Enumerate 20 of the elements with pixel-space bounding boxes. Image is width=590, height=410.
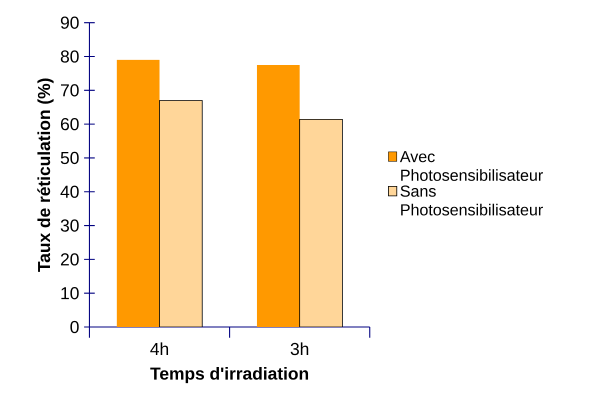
y-tick-label: 90 [60, 16, 79, 29]
bar [159, 100, 203, 328]
bar [116, 60, 160, 328]
bar [256, 65, 300, 328]
y-tick-label: 60 [60, 118, 79, 130]
bar [299, 119, 343, 328]
legend-label: Avec Photosensibilisateur [400, 151, 543, 182]
y-tick-label: 0 [70, 320, 79, 334]
y-tick-label: 30 [60, 220, 79, 232]
x-tick-label: 4h [150, 342, 168, 356]
x-tick-label: 3h [290, 342, 308, 356]
y-tick-label: 70 [60, 84, 79, 97]
y-tick-label: 40 [60, 186, 79, 198]
legend-label: Sans Photosensibilisateur [400, 186, 543, 216]
y-tick-label: 50 [60, 152, 79, 164]
y-tick-label: 10 [61, 287, 79, 300]
y-axis-title: Taux de réticulation (%) [37, 78, 54, 272]
x-axis-title: Temps d'irradiation [150, 367, 308, 384]
y-tick-label: 80 [60, 50, 79, 63]
y-tick-label: 20 [60, 253, 79, 266]
